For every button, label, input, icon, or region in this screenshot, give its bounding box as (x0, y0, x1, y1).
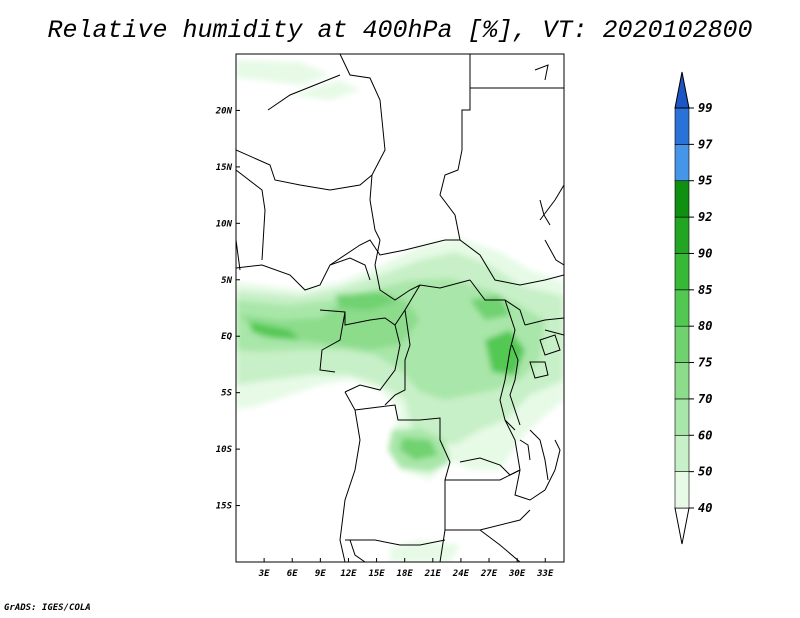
colorbar-segment (674, 216, 690, 254)
colorbar-level-label: 95 (698, 174, 712, 188)
humidity-south-core (400, 438, 438, 460)
lon-tick-label: 3E (258, 569, 270, 579)
lon-tick-label: 12E (340, 569, 357, 579)
colorbar-segment (674, 325, 690, 363)
colorbar: 40 50 60 70 75 80 85 90 92 95 97 99 (674, 71, 713, 545)
lon-tick-label: 6E (287, 569, 298, 579)
lon-tick-label: 33E (536, 569, 554, 579)
colorbar-level-label: 75 (698, 356, 712, 370)
humidity-shading (236, 60, 564, 562)
colorbar-segment (674, 107, 690, 145)
lat-tick-label: 15S (216, 502, 233, 512)
colorbar-level-label: 85 (698, 283, 712, 297)
country-borders (236, 54, 564, 562)
lat-tick-label: 10N (216, 219, 233, 229)
humidity-core-north (335, 292, 400, 310)
colorbar-segment (674, 144, 690, 182)
humidity-core-west (250, 322, 300, 340)
colorbar-segment (674, 434, 690, 472)
humidity-core-east (485, 330, 525, 375)
colorbar-level-label: 60 (698, 428, 712, 442)
lat-tick-label: 5S (221, 389, 232, 399)
colorbar-level-label: 80 (698, 319, 712, 333)
colorbar-level-label: 99 (698, 101, 712, 115)
lon-tick-label: 15E (368, 569, 385, 579)
colorbar-upper-arrow (674, 71, 690, 109)
colorbar-segment (674, 289, 690, 327)
colorbar-level-label: 70 (698, 392, 712, 406)
colorbar-level-label: 97 (698, 137, 713, 151)
lon-tick-label: 24E (452, 569, 470, 579)
longitude-axis: 3E 6E 9E 12E 15E 18E 21E 24E 27E 30E 33E (258, 558, 554, 579)
lat-tick-label: 15N (216, 163, 233, 173)
colorbar-segment (674, 180, 690, 218)
latitude-axis: 20N 15N 10N 5N EQ 5S 10S 15S (215, 106, 240, 512)
grads-credit: GrADS: IGES/COLA (4, 603, 91, 613)
humidity-bottom-patch (390, 540, 460, 562)
colorbar-segment (674, 362, 690, 400)
lat-tick-label: EQ (221, 332, 232, 342)
lat-tick-label: 5N (221, 276, 232, 286)
colorbar-level-label: 40 (698, 501, 712, 515)
humidity-north-patch-2 (290, 80, 360, 100)
colorbar-segment (674, 471, 690, 509)
colorbar-level-label: 90 (698, 246, 712, 260)
map-title: Relative humidity at 400hPa [%], VT: 202… (47, 16, 753, 45)
lon-tick-label: 9E (315, 569, 326, 579)
colorbar-lower-arrow (674, 507, 690, 545)
colorbar-level-label: 50 (698, 465, 712, 479)
lon-tick-label: 21E (424, 569, 442, 579)
lat-tick-label: 20N (215, 106, 233, 116)
colorbar-level-label: 92 (698, 210, 712, 224)
lon-tick-label: 27E (480, 569, 498, 579)
plot-frame (235, 53, 565, 563)
colorbar-segment (674, 253, 690, 291)
lat-tick-label: 10S (216, 445, 233, 455)
humidity-north-patch (236, 60, 330, 85)
humidity-core-southeast (470, 295, 510, 320)
lon-tick-label: 18E (397, 569, 414, 579)
lon-tick-label: 30E (508, 569, 526, 579)
colorbar-segment (674, 398, 690, 436)
